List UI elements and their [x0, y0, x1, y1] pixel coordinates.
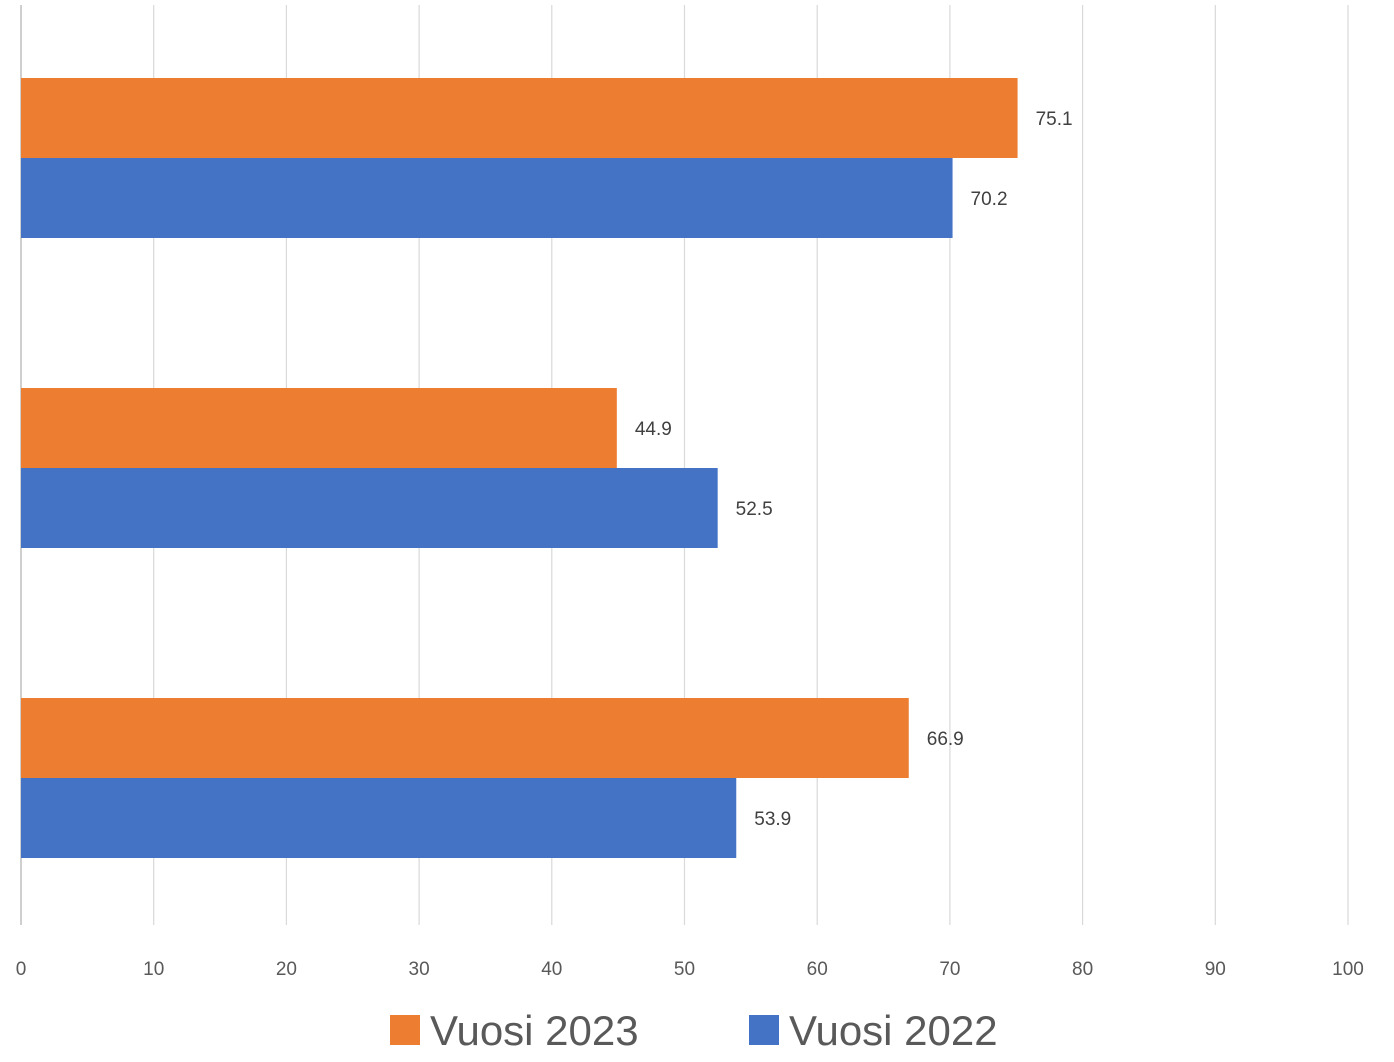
x-tick-label: 30 — [409, 959, 430, 980]
data-label: 70.2 — [971, 189, 1008, 210]
x-tick-label: 0 — [16, 959, 27, 980]
x-tick-label: 10 — [143, 959, 164, 980]
bar-vuosi-2023 — [21, 388, 617, 468]
x-tick-label: 40 — [541, 959, 562, 980]
legend-swatch — [390, 1015, 420, 1045]
legend: Vuosi 2023 Vuosi 2022 — [390, 1007, 998, 1054]
x-tick-label: 50 — [674, 959, 695, 980]
data-label: 53.9 — [754, 809, 791, 830]
x-axis-ticks: 0 10 20 30 40 50 60 70 80 90 100 — [16, 959, 1364, 980]
x-tick-label: 20 — [276, 959, 297, 980]
bar-vuosi-2022 — [21, 778, 737, 858]
legend-swatch — [749, 1015, 779, 1045]
data-label: 75.1 — [1036, 109, 1073, 130]
legend-label: Vuosi 2022 — [789, 1007, 998, 1054]
x-tick-label: 60 — [807, 959, 828, 980]
data-labels: 75.1 70.2 44.9 52.5 66.9 53.9 — [635, 109, 1073, 830]
bar-vuosi-2023 — [21, 698, 909, 778]
x-tick-label: 70 — [939, 959, 960, 980]
bars — [21, 78, 1018, 858]
data-label: 52.5 — [736, 499, 773, 520]
bar-vuosi-2022 — [21, 468, 718, 548]
bar-vuosi-2022 — [21, 158, 953, 238]
bar-vuosi-2023 — [21, 78, 1018, 158]
x-tick-label: 90 — [1205, 959, 1226, 980]
x-tick-label: 100 — [1332, 959, 1364, 980]
data-label: 66.9 — [927, 729, 964, 750]
data-label: 44.9 — [635, 419, 672, 440]
x-tick-label: 80 — [1072, 959, 1093, 980]
legend-label: Vuosi 2023 — [430, 1007, 639, 1054]
